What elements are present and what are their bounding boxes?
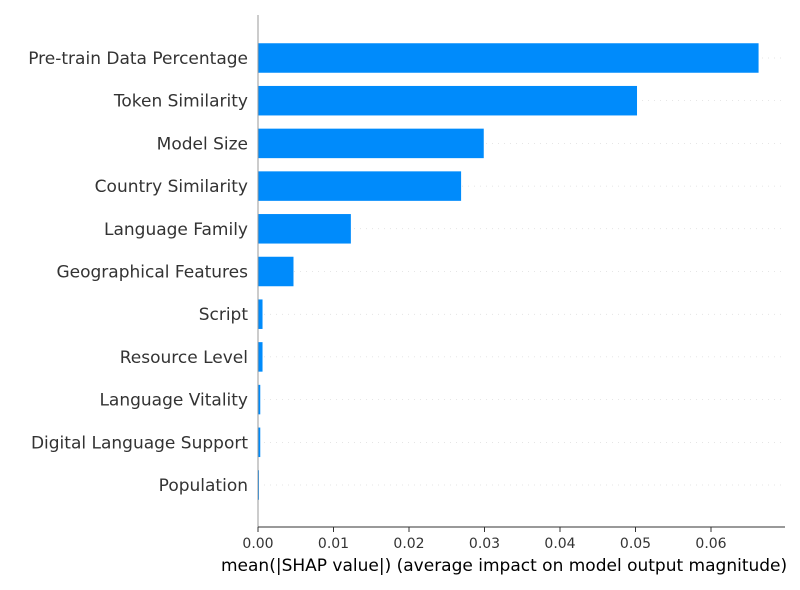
bar-resource-level — [258, 342, 263, 372]
feature-label: Pre-train Data Percentage — [28, 49, 248, 69]
feature-label: Geographical Features — [56, 263, 248, 283]
feature-label: Language Vitality — [99, 391, 248, 411]
feature-label: Resource Level — [120, 348, 248, 368]
feature-label: Population — [159, 476, 248, 496]
bars-group — [258, 43, 785, 500]
feature-label: Language Family — [104, 220, 248, 240]
bar-token-similarity — [258, 85, 638, 116]
feature-label: Token Similarity — [113, 92, 248, 112]
x-ticks-group: 0.00 0.01 0.02 0.03 0.04 0.05 0.06 — [242, 527, 727, 552]
bar-language-family — [258, 214, 351, 244]
x-tick-label: 0.06 — [695, 536, 726, 552]
bar-country-similarity — [258, 171, 462, 201]
bar-model-size — [258, 128, 484, 159]
feature-label: Country Similarity — [95, 177, 248, 197]
bar-language-vitality — [258, 384, 261, 415]
x-tick-label: 0.03 — [469, 536, 500, 552]
bar-pre-train-data-percentage — [258, 43, 759, 73]
bar-geographical-features — [258, 256, 294, 287]
x-axis-title: mean(|SHAP value|) (average impact on mo… — [221, 556, 787, 576]
x-tick-label: 0.02 — [393, 536, 424, 552]
bar-digital-language-support — [258, 427, 261, 458]
feature-label: Digital Language Support — [31, 433, 248, 453]
bar-script — [258, 299, 263, 329]
x-tick-label: 0.01 — [318, 536, 349, 552]
x-tick-label: 0.05 — [620, 536, 651, 552]
x-tick-label: 0.00 — [242, 536, 273, 552]
feature-labels-group: Pre-train Data Percentage Token Similarit… — [28, 49, 248, 496]
feature-label: Script — [199, 305, 249, 325]
feature-label: Model Size — [157, 134, 248, 154]
x-tick-label: 0.04 — [544, 536, 575, 552]
